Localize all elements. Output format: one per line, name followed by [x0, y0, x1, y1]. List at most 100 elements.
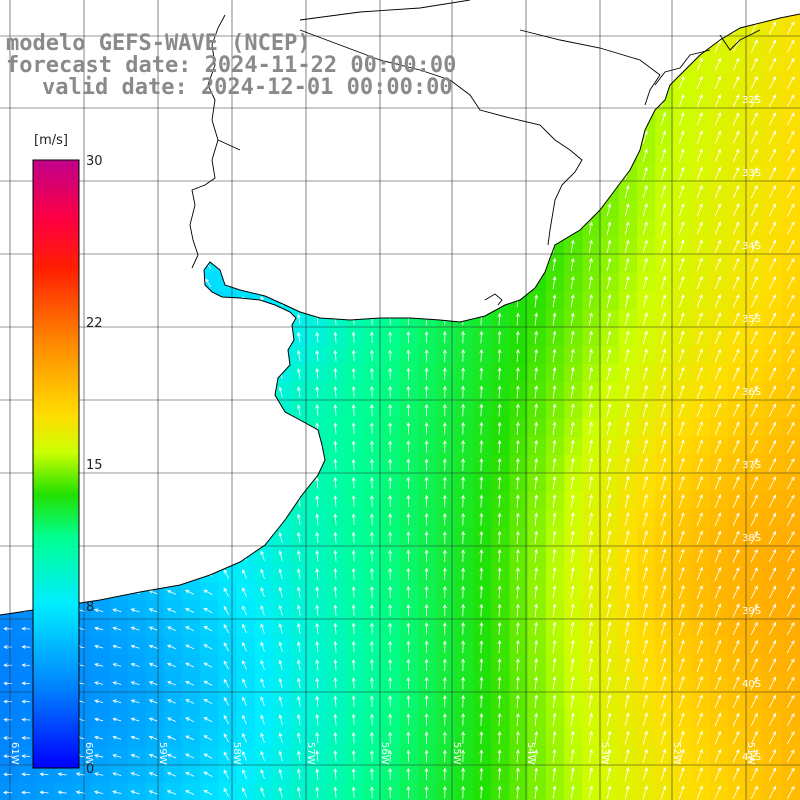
wind-arrow	[768, 549, 776, 563]
wind-speed-cell	[655, 400, 674, 420]
wind-arrow	[768, 21, 777, 35]
wind-speed-cell	[182, 764, 201, 784]
wind-speed-cell	[637, 728, 656, 747]
wind-arrow	[515, 312, 520, 326]
wind-speed-cell	[345, 400, 365, 420]
wind-arrow	[606, 767, 612, 781]
wind-speed-cell	[673, 218, 693, 238]
wind-arrow	[552, 730, 557, 745]
wind-arrow	[534, 294, 539, 308]
wind-arrow	[624, 203, 630, 217]
wind-arrow	[750, 366, 758, 381]
wind-arrow	[461, 622, 466, 635]
wind-arrow	[369, 658, 374, 671]
wind-arrow	[588, 694, 593, 709]
wind-arrow	[388, 767, 393, 781]
wind-arrow	[203, 753, 213, 759]
wind-arrow	[296, 404, 301, 416]
wind-arrow	[786, 439, 795, 454]
wind-speed-cell	[145, 618, 165, 638]
wind-arrow	[768, 530, 776, 545]
wind-speed-cell	[637, 691, 656, 711]
wind-speed-cell	[291, 382, 310, 401]
wind-arrow	[94, 699, 104, 704]
wind-speed-cell	[509, 400, 529, 420]
wind-speed-cell	[473, 455, 492, 474]
wind-arrow	[714, 239, 722, 253]
wind-speed-cell	[455, 327, 474, 347]
wind-arrow	[333, 422, 338, 435]
wind-speed-cell	[291, 637, 310, 656]
wind-speed-cell	[418, 618, 438, 638]
wind-arrow	[497, 512, 502, 526]
wind-speed-cell	[618, 218, 638, 238]
wind-arrow	[388, 604, 393, 617]
wind-arrow	[768, 767, 776, 781]
wind-arrow	[296, 604, 301, 616]
wind-speed-cell	[436, 345, 456, 365]
wind-arrow	[166, 699, 176, 704]
wind-arrow	[223, 787, 230, 797]
wind-arrow	[624, 330, 630, 344]
wind-arrow	[552, 585, 557, 599]
wind-speed-cell	[473, 673, 492, 693]
wind-speed-cell	[0, 673, 19, 693]
wind-speed-cell	[655, 673, 674, 693]
wind-speed-cell	[200, 728, 219, 747]
wind-arrow	[624, 221, 630, 235]
wind-speed-cell	[418, 382, 438, 401]
wind-speed-cell	[163, 655, 183, 674]
wind-arrow	[660, 130, 667, 144]
wind-arrow	[515, 512, 520, 526]
wind-arrow	[461, 640, 466, 653]
wind-speed-cell	[418, 527, 438, 547]
wind-speed-cell	[163, 709, 183, 729]
wind-speed-cell	[491, 491, 511, 511]
wind-arrow	[714, 621, 722, 636]
wind-speed-cell	[127, 618, 147, 638]
wind-arrow	[552, 476, 557, 490]
wind-speed-cell	[600, 509, 620, 529]
wind-speed-cell	[400, 582, 420, 602]
wind-speed-cell	[72, 782, 92, 800]
wind-arrow	[786, 112, 795, 126]
wind-arrow	[732, 530, 740, 545]
wind-arrow	[112, 681, 122, 685]
wind-arrow	[588, 512, 594, 527]
wind-arrow	[185, 790, 195, 795]
wind-speed-cell	[473, 782, 492, 800]
wind-speed-cell	[345, 728, 365, 747]
wind-speed-cell	[91, 655, 110, 674]
wind-arrow	[552, 439, 557, 454]
wind-arrow	[93, 790, 104, 795]
wind-arrow	[315, 786, 320, 798]
wind-speed-cell	[327, 782, 347, 800]
wind-speed-cell	[709, 400, 729, 420]
wind-speed-cell	[273, 673, 292, 693]
wind-speed-cell	[618, 728, 638, 747]
wind-arrow	[203, 662, 213, 668]
wind-arrow	[732, 312, 740, 326]
wind-speed-cell	[163, 728, 183, 747]
wind-arrow	[588, 366, 593, 381]
wind-speed-cell	[637, 418, 656, 438]
wind-arrow	[534, 385, 539, 399]
wind-speed-cell	[691, 655, 711, 674]
wind-arrow	[768, 367, 776, 381]
wind-arrow	[442, 512, 447, 526]
wind-speed-cell	[618, 637, 638, 656]
wind-speed-cell	[418, 345, 438, 365]
wind-arrow	[678, 294, 685, 308]
wind-arrow	[768, 785, 776, 799]
wind-speed-cell	[127, 655, 147, 674]
wind-arrow	[732, 166, 740, 181]
wind-arrow	[570, 676, 575, 690]
wind-speed-cell	[691, 491, 711, 511]
wind-arrow	[768, 640, 776, 654]
wind-arrow	[296, 714, 301, 725]
wind-speed-cell	[291, 655, 310, 674]
wind-arrow	[203, 607, 213, 614]
wind-speed-cell	[418, 655, 438, 674]
wind-arrow	[768, 421, 776, 435]
wind-arrow	[660, 584, 667, 600]
